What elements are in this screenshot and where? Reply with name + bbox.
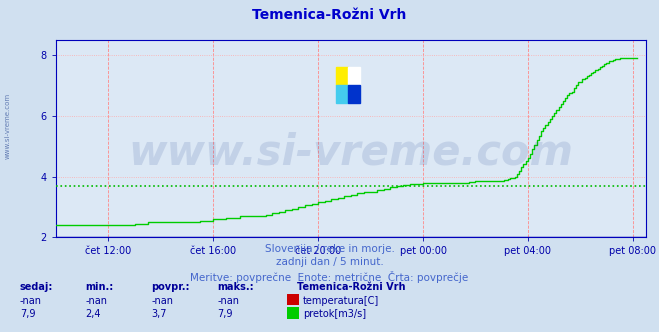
Bar [336,85,348,103]
Text: 7,9: 7,9 [217,309,233,319]
Bar [348,85,360,103]
Text: temperatura[C]: temperatura[C] [303,296,380,306]
Bar [348,67,360,85]
Text: -nan: -nan [152,296,173,306]
Text: maks.:: maks.: [217,283,254,292]
Text: 7,9: 7,9 [20,309,36,319]
Text: zadnji dan / 5 minut.: zadnji dan / 5 minut. [275,257,384,267]
Text: -nan: -nan [86,296,107,306]
Text: Temenica-Rožni Vrh: Temenica-Rožni Vrh [252,8,407,22]
Text: Temenica-Rožni Vrh: Temenica-Rožni Vrh [297,283,405,292]
Text: www.si-vreme.com: www.si-vreme.com [129,131,573,173]
Text: Slovenija / reke in morje.: Slovenija / reke in morje. [264,244,395,254]
Text: Meritve: povprečne  Enote: metrične  Črta: povprečje: Meritve: povprečne Enote: metrične Črta:… [190,271,469,283]
Text: 3,7: 3,7 [152,309,167,319]
Text: www.si-vreme.com: www.si-vreme.com [5,93,11,159]
Text: -nan: -nan [217,296,239,306]
Bar [336,67,348,85]
Text: -nan: -nan [20,296,42,306]
Text: 2,4: 2,4 [86,309,101,319]
Text: min.:: min.: [86,283,114,292]
Text: pretok[m3/s]: pretok[m3/s] [303,309,366,319]
Text: sedaj:: sedaj: [20,283,53,292]
Text: povpr.:: povpr.: [152,283,190,292]
